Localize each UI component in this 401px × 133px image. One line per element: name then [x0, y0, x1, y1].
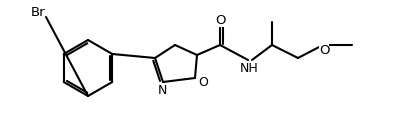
Text: O: O — [215, 14, 225, 26]
Text: Br: Br — [31, 7, 45, 20]
Text: O: O — [198, 76, 208, 90]
Text: O: O — [319, 43, 329, 57]
Text: N: N — [157, 84, 167, 97]
Text: NH: NH — [240, 61, 258, 74]
